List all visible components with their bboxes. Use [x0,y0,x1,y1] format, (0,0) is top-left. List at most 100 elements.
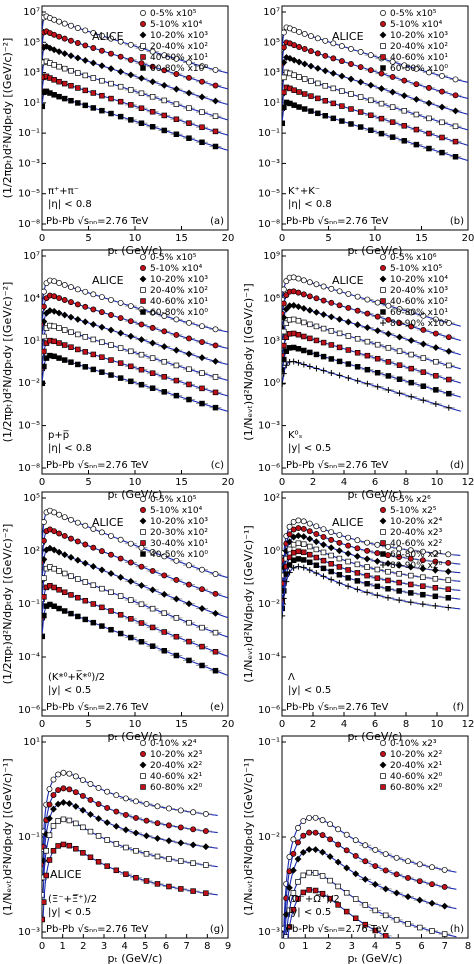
data-point [74,25,81,31]
data-point [75,576,81,582]
data-point [291,102,297,108]
y-tick-label: 10¹ [23,98,40,109]
data-point [72,802,80,810]
data-point [185,600,193,608]
data-point [108,35,114,42]
data-point [446,376,452,383]
legend-marker [140,784,146,790]
data-point [295,556,302,562]
series-group [282,517,461,619]
data-point [173,116,180,122]
cut-label: |η| < 0.8 [48,443,92,454]
data-point [396,390,403,397]
data-point [149,643,156,649]
data-point [46,801,53,808]
legend-entry: 5-10% x10⁴ [150,20,203,30]
legend-entry: 40-60% x2⁰ [390,772,443,782]
data-point [42,363,47,370]
data-point [313,323,320,330]
data-point [66,817,73,824]
data-point [420,397,427,404]
legend-marker [380,65,386,71]
data-point [396,571,402,577]
legend-marker [139,31,147,39]
y-tick-label: 10⁻⁸ [18,219,40,230]
data-point [445,577,452,583]
data-point [354,293,361,300]
experiment-label: ALICE [332,30,364,43]
data-point [419,601,426,608]
data-point [290,288,297,295]
data-point [307,559,313,566]
data-point [75,331,81,338]
particle-label: π⁺+π⁻ [48,186,79,197]
data-point [82,303,89,310]
data-point [354,307,361,314]
data-point [336,555,343,562]
data-point [348,91,354,97]
data-point [51,603,57,609]
x-tick-label: 5 [85,233,91,244]
data-point [117,612,124,618]
x-tick-label: 1 [302,941,308,952]
data-point [65,800,73,807]
legend-marker [140,751,146,757]
data-point [389,134,396,140]
data-point [282,588,287,594]
data-point [328,552,334,559]
data-point [178,858,184,864]
data-point [357,94,364,100]
data-point [61,533,68,539]
data-point [90,544,97,551]
data-point [306,306,314,314]
data-point [336,539,343,546]
legend-marker [380,43,386,49]
data-point [313,546,320,553]
data-point [295,275,302,282]
data-point [202,828,209,835]
data-point [75,594,81,601]
data-point [336,531,343,538]
data-point [295,359,302,366]
data-point [165,822,172,829]
data-point [321,67,329,75]
data-point [299,848,307,856]
data-point [396,579,402,586]
data-point [82,541,89,548]
legend-entry: 10-20% x10³ [150,275,208,285]
data-point [51,293,58,300]
data-point [364,539,371,546]
data-point [286,924,293,930]
data-point [56,568,62,574]
data-point [133,848,139,854]
data-point [446,390,452,397]
data-point [117,375,124,381]
data-point [374,575,381,581]
data-point [378,85,385,93]
data-point [173,633,180,640]
data-point [452,154,459,160]
x-tick-label: 15 [175,477,188,488]
data-point [42,303,47,310]
data-point [190,860,196,866]
data-point [80,824,86,831]
data-point [439,73,445,79]
data-point [319,890,326,897]
data-point [374,313,381,320]
data-point [433,387,439,393]
data-point [199,566,205,573]
data-point [127,332,135,340]
data-point [343,831,350,838]
data-point [60,769,67,776]
data-point [385,302,392,309]
legend-entry: 10-20% x10³ [390,31,448,41]
data-point [165,837,173,845]
data-point [56,63,62,70]
data-point [166,856,172,862]
data-point [186,105,192,111]
x-tick-label: 2 [310,477,316,488]
data-point [177,839,185,847]
data-point [433,358,439,365]
x-tick-label: 12 [462,477,474,488]
data-point [132,829,140,837]
